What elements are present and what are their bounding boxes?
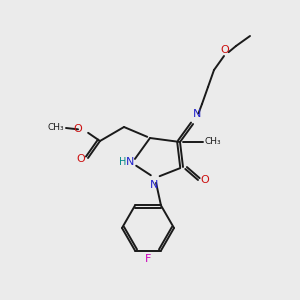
Text: O: O xyxy=(76,154,85,164)
Text: CH₃: CH₃ xyxy=(48,124,64,133)
Text: N: N xyxy=(126,157,134,167)
Text: N: N xyxy=(193,109,201,119)
Text: O: O xyxy=(74,124,82,134)
Text: O: O xyxy=(201,175,209,185)
Text: H: H xyxy=(119,157,127,167)
Text: CH₃: CH₃ xyxy=(205,137,221,146)
Text: F: F xyxy=(145,254,151,263)
Text: N: N xyxy=(150,180,158,190)
Text: O: O xyxy=(220,45,230,55)
